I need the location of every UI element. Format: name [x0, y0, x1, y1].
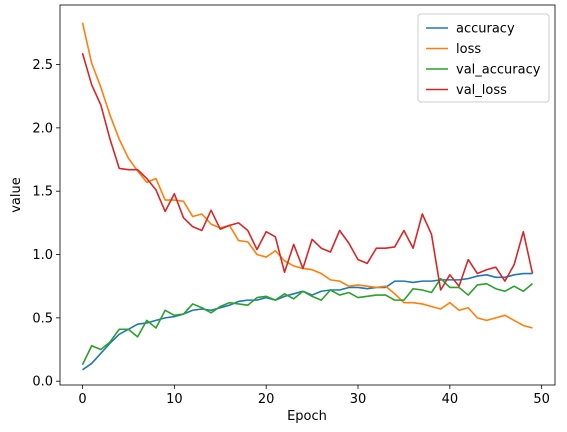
x-tick-label: 30 — [350, 392, 367, 407]
x-axis-label: Epoch — [287, 409, 327, 424]
x-tick-label: 20 — [258, 392, 275, 407]
series-line-val-loss — [81, 52, 534, 291]
series-lines — [81, 22, 534, 371]
y-tick-label: 2.0 — [32, 121, 53, 136]
x-tick-label: 10 — [166, 392, 183, 407]
x-tick-label: 50 — [533, 392, 550, 407]
y-tick-label: 2.5 — [32, 58, 53, 73]
y-tick-label: 0.5 — [32, 311, 53, 326]
y-tick-label: 0.0 — [32, 375, 53, 390]
series-line-val-accuracy — [81, 277, 534, 366]
x-axis: 0 10 20 30 40 50 — [78, 385, 550, 407]
series-line-loss — [81, 22, 533, 329]
legend-label-val-accuracy: val_accuracy — [456, 63, 541, 78]
y-tick-label: 1.0 — [32, 248, 53, 263]
legend: accuracy loss val_accuracy val_loss — [417, 13, 550, 103]
y-axis: 0.0 0.5 1.0 1.5 2.0 2.5 — [32, 58, 60, 390]
legend-box — [417, 13, 550, 103]
x-tick-label: 40 — [442, 392, 459, 407]
legend-label-val-loss: val_loss — [456, 83, 507, 98]
legend-label-accuracy: accuracy — [456, 22, 515, 37]
plot-frame — [59, 4, 556, 386]
y-axis-label: value — [9, 177, 24, 213]
x-tick-label: 0 — [78, 392, 86, 407]
legend-label-loss: loss — [456, 42, 481, 57]
y-tick-label: 1.5 — [32, 185, 53, 200]
